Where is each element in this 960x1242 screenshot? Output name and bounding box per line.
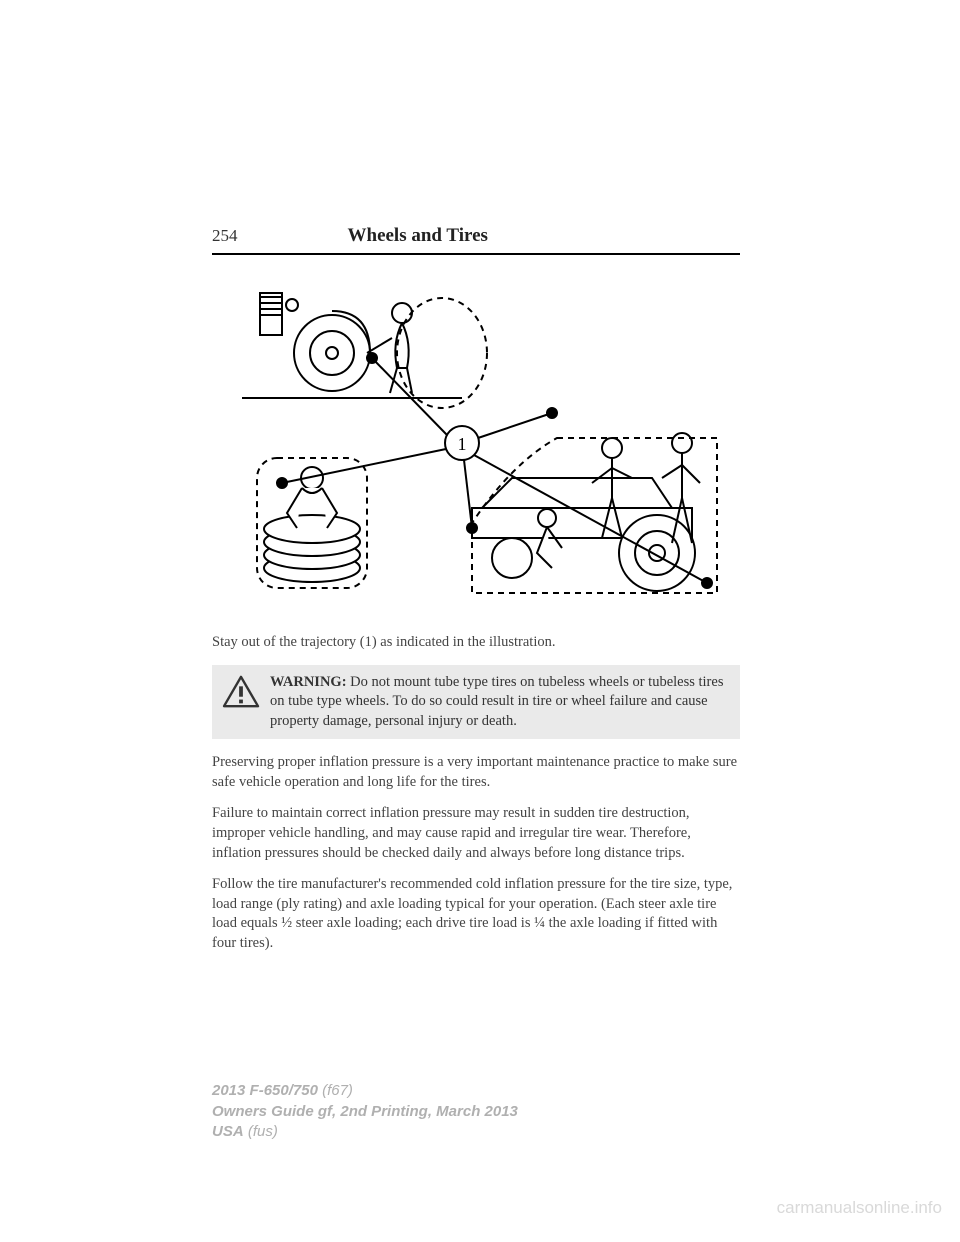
footer-region-code: (fus)	[244, 1123, 278, 1140]
footer-metadata: 2013 F-650/750 (f67) Owners Guide gf, 2n…	[212, 1081, 518, 1142]
warning-box: WARNING: Do not mount tube type tires on…	[212, 665, 740, 740]
warning-triangle-icon	[222, 675, 260, 709]
page-header: 254 Wheels and Tires	[212, 225, 740, 255]
paragraph-2: Preserving proper inflation pressure is …	[212, 753, 740, 792]
illustration-svg: 1	[212, 283, 722, 613]
warning-text-container: WARNING: Do not mount tube type tires on…	[270, 673, 730, 732]
warning-label: WARNING:	[270, 674, 347, 690]
footer-line-3: USA (fus)	[212, 1122, 518, 1142]
footer-line-2: Owners Guide gf, 2nd Printing, March 201…	[212, 1102, 518, 1122]
callout-1-text: 1	[458, 434, 467, 454]
footer-line-1: 2013 F-650/750 (f67)	[212, 1081, 518, 1101]
page-number: 254	[212, 226, 238, 246]
trajectory-illustration: 1	[212, 283, 722, 613]
manual-page: 254 Wheels and Tires	[0, 0, 960, 1242]
paragraph-3: Failure to maintain correct inflation pr…	[212, 804, 740, 863]
paragraph-trajectory: Stay out of the trajectory (1) as indica…	[212, 633, 740, 653]
watermark-text: carmanualsonline.info	[777, 1198, 942, 1218]
paragraph-4: Follow the tire manufacturer's recommend…	[212, 875, 740, 953]
section-title: Wheels and Tires	[348, 225, 488, 247]
footer-model: 2013 F-650/750	[212, 1082, 318, 1099]
footer-code: (f67)	[318, 1082, 353, 1099]
footer-region: USA	[212, 1123, 244, 1140]
